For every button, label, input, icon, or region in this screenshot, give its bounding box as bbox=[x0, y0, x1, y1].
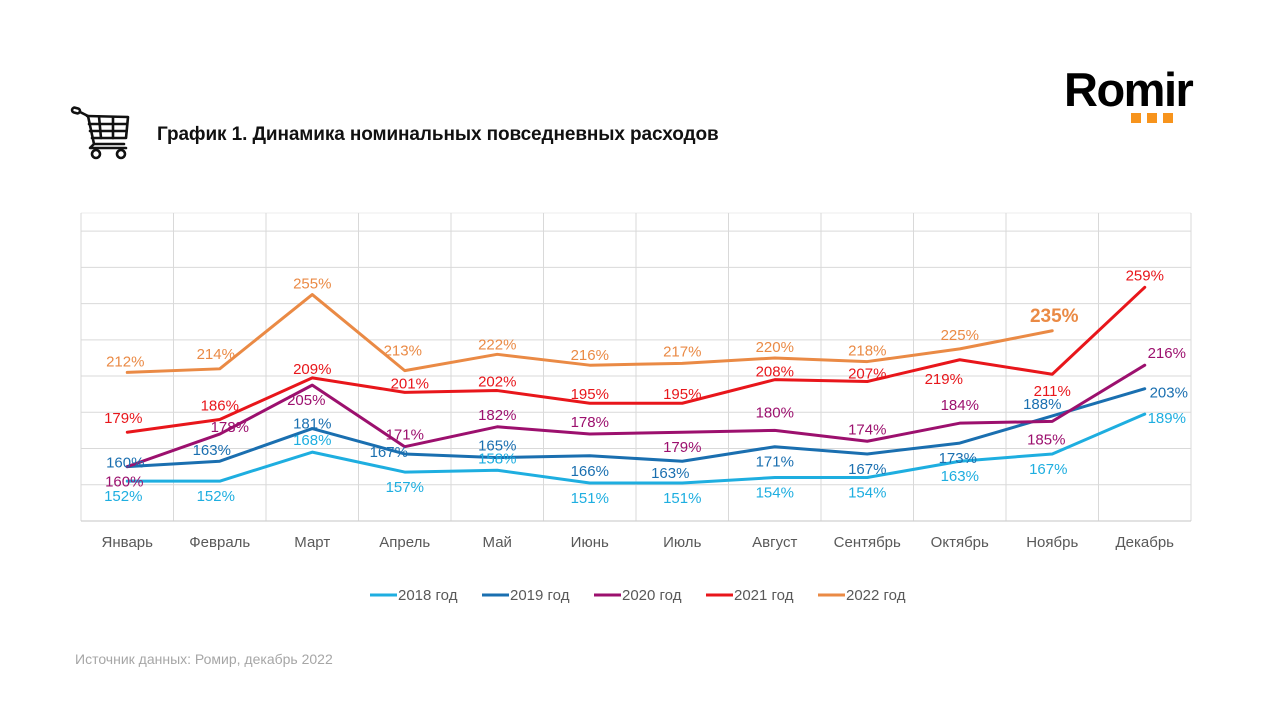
data-label-2018-год-8: 154% bbox=[756, 485, 794, 502]
data-label-2021-год-6: 195% bbox=[571, 386, 609, 403]
logo-text: Romir bbox=[1064, 63, 1194, 116]
data-label-2019-год-2: 163% bbox=[193, 442, 231, 459]
data-label-2021-год-12: 259% bbox=[1126, 267, 1164, 284]
data-label-2022-год-11: 235% bbox=[1030, 306, 1079, 327]
legend-label-2021-год: 2021 год bbox=[734, 587, 794, 604]
data-label-2022-год-2: 214% bbox=[197, 346, 235, 363]
data-label-2020-год-3: 205% bbox=[287, 392, 325, 409]
legend-label-2018-год: 2018 год bbox=[398, 587, 458, 604]
x-tick-label-7: Июль bbox=[663, 534, 701, 551]
data-label-2022-год-3: 255% bbox=[293, 276, 331, 293]
x-tick-label-5: Май bbox=[483, 534, 512, 551]
data-label-2019-год-11: 188% bbox=[1023, 396, 1061, 413]
data-label-2019-год-7: 163% bbox=[651, 465, 689, 482]
data-label-2021-год-8: 208% bbox=[756, 364, 794, 381]
data-label-2019-год-10: 173% bbox=[939, 450, 977, 467]
x-tick-label-12: Декабрь bbox=[1116, 534, 1175, 551]
data-label-2019-год-8: 171% bbox=[756, 454, 794, 471]
data-label-2019-год-9: 167% bbox=[848, 461, 886, 478]
data-label-2020-год-12: 216% bbox=[1148, 345, 1186, 362]
data-label-2020-год-10: 184% bbox=[941, 397, 979, 414]
data-labels: 152% 152% 168% 157% 158% 151% 151% 154% 154% 163%… bbox=[104, 267, 1188, 507]
data-label-2021-год-5: 202% bbox=[478, 374, 516, 391]
x-tick-label-3: Март bbox=[294, 534, 330, 551]
data-label-2020-год-11: 185% bbox=[1027, 431, 1065, 448]
series-line-2021-год bbox=[125, 285, 1147, 434]
data-label-2019-год-5: 165% bbox=[478, 438, 516, 455]
data-label-2021-год-3: 209% bbox=[293, 361, 331, 378]
data-label-2018-год-10: 163% bbox=[941, 468, 979, 485]
data-label-2020-год-9: 174% bbox=[848, 421, 886, 438]
data-label-2018-год-12: 189% bbox=[1148, 410, 1186, 427]
x-tick-label-6: Июнь bbox=[571, 534, 609, 551]
data-label-2021-год-7: 195% bbox=[663, 386, 701, 403]
x-tick-label-8: Август bbox=[752, 534, 797, 551]
data-label-2022-год-5: 222% bbox=[478, 336, 516, 353]
data-label-2018-год-5: 158% bbox=[478, 450, 516, 467]
data-label-2018-год-7: 151% bbox=[663, 490, 701, 507]
x-tick-label-2: Февраль bbox=[189, 534, 250, 551]
data-source-note: Источник данных: Ромир, декабрь 2022 bbox=[75, 651, 333, 667]
data-label-2022-год-9: 218% bbox=[848, 343, 886, 360]
series-line-2019-год bbox=[125, 387, 1147, 469]
legend: 2018 год 2019 год 2020 год 2021 год 2022 год bbox=[370, 587, 906, 604]
x-tick-label-11: Ноябрь bbox=[1026, 534, 1078, 551]
data-label-2018-год-2: 152% bbox=[197, 488, 235, 505]
data-label-2019-год-4: 167% bbox=[370, 444, 408, 461]
x-tick-label-1: Январь bbox=[102, 534, 154, 551]
data-label-2020-год-1: 160% bbox=[105, 474, 143, 491]
data-label-2022-год-10: 225% bbox=[941, 327, 979, 344]
data-label-2020-год-5: 182% bbox=[478, 407, 516, 424]
gridlines bbox=[80, 212, 1192, 522]
logo-dots-icon bbox=[1131, 113, 1173, 123]
data-label-2021-год-9: 207% bbox=[848, 365, 886, 382]
x-tick-label-9: Сентябрь bbox=[834, 534, 901, 551]
data-label-2021-год-1: 179% bbox=[104, 410, 142, 427]
data-label-2020-год-2: 178% bbox=[211, 419, 249, 436]
data-label-2022-год-7: 217% bbox=[663, 343, 701, 360]
data-label-2018-год-9: 154% bbox=[848, 485, 886, 502]
data-label-2018-год-4: 157% bbox=[386, 479, 424, 496]
data-label-2022-год-8: 220% bbox=[756, 339, 794, 356]
data-label-2021-год-10: 219% bbox=[925, 371, 963, 388]
series-line-2020-год bbox=[125, 363, 1147, 469]
shopping-cart-icon bbox=[70, 106, 130, 160]
data-label-2019-год-1: 160% bbox=[106, 455, 144, 472]
legend-label-2022-год: 2022 год bbox=[846, 587, 906, 604]
x-tick-label-4: Апрель bbox=[379, 534, 430, 551]
data-label-2019-год-6: 166% bbox=[571, 463, 609, 480]
data-label-2018-год-6: 151% bbox=[571, 490, 609, 507]
data-label-2018-год-3: 168% bbox=[293, 432, 331, 449]
data-label-2019-год-12: 203% bbox=[1150, 385, 1188, 402]
data-label-2021-год-11: 211% bbox=[1034, 383, 1071, 400]
series-lines bbox=[125, 285, 1147, 485]
data-label-2022-год-1: 212% bbox=[106, 353, 144, 370]
data-label-2022-год-4: 213% bbox=[384, 343, 422, 360]
data-label-2021-год-2: 186% bbox=[201, 398, 239, 415]
data-label-2020-год-6: 178% bbox=[571, 414, 609, 431]
legend-label-2020-год: 2020 год bbox=[622, 587, 682, 604]
data-label-2020-год-8: 180% bbox=[756, 404, 794, 421]
data-label-2022-год-6: 216% bbox=[571, 347, 609, 364]
data-label-2020-год-4: 171% bbox=[386, 427, 424, 444]
data-label-2018-год-11: 167% bbox=[1029, 461, 1067, 478]
romir-logo: Romir bbox=[1064, 64, 1214, 124]
x-tick-label-10: Октябрь bbox=[931, 534, 989, 551]
legend-label-2019-год: 2019 год bbox=[510, 587, 570, 604]
data-label-2021-год-4: 201% bbox=[391, 375, 429, 392]
data-label-2020-год-7: 179% bbox=[663, 439, 701, 456]
chart-title: График 1. Динамика номинальных повседнев… bbox=[157, 124, 719, 145]
data-label-2018-год-1: 152% bbox=[104, 488, 142, 505]
data-label-2019-год-3: 181% bbox=[293, 416, 331, 433]
series-line-2018-год bbox=[125, 412, 1147, 485]
